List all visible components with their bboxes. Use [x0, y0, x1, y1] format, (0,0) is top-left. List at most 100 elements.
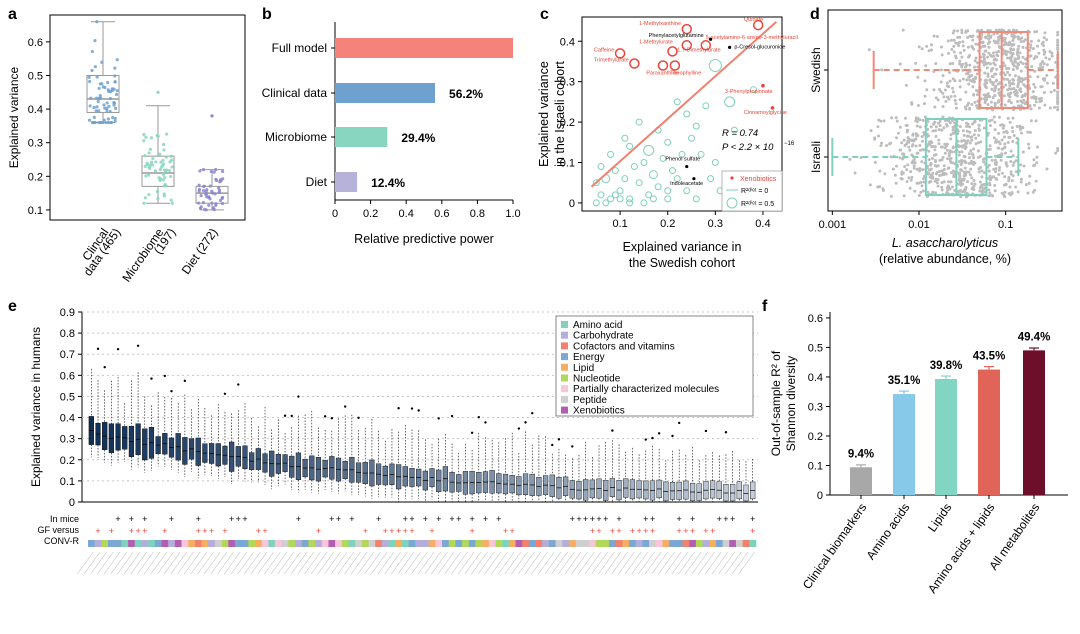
- p-value-exponent: −16: [784, 141, 795, 147]
- xenobiotic-point: [681, 23, 693, 35]
- data-point: [101, 120, 105, 125]
- category-strip-cell: [214, 540, 222, 547]
- panel-e-boxplots: 0 0.1 0.2 0.3 0.4 0.5 0.6 0.7 0.8 0.9 Explained va…: [29, 307, 758, 575]
- data-point: [161, 142, 166, 147]
- data-point: [920, 184, 924, 188]
- data-point: [88, 79, 92, 84]
- data-point: [95, 75, 99, 79]
- legend-swatch: [561, 321, 568, 328]
- data-point: [982, 59, 986, 63]
- category-strip-cell: [675, 540, 683, 547]
- category-strip-cell: [108, 540, 116, 547]
- bar: [335, 172, 358, 192]
- data-point: [880, 141, 884, 145]
- data-point: [1012, 78, 1016, 82]
- y-tick-label: 0.3: [808, 401, 823, 413]
- data-point: [904, 116, 908, 120]
- scatter-point: [683, 187, 691, 195]
- data-point: [155, 133, 159, 138]
- data-point: [217, 188, 222, 192]
- data-point: [903, 143, 907, 147]
- data-point: [142, 139, 146, 143]
- data-point: [974, 142, 978, 146]
- scatter-point: [648, 170, 658, 180]
- data-point: [1010, 54, 1014, 58]
- x-axis-label: (relative abundance, %): [879, 252, 1011, 266]
- metabolite-name-label: [631, 551, 648, 575]
- bar-value-label: 56.2%: [449, 87, 483, 101]
- metabolite-name-label: [451, 551, 468, 575]
- panel-label-b: b: [262, 6, 272, 23]
- data-point: [1041, 77, 1045, 81]
- mice-marker: +: [316, 526, 321, 536]
- data-point: [1002, 193, 1006, 197]
- data-point: [1056, 40, 1060, 44]
- scatter-point: [654, 183, 662, 191]
- outlier-point: [103, 365, 106, 369]
- data-point: [1009, 160, 1013, 164]
- data-point: [985, 66, 989, 70]
- scatter-point: [592, 199, 600, 207]
- data-point: [1045, 63, 1049, 67]
- legend-label: Partially characterized molecules: [573, 384, 719, 395]
- data-point: [939, 80, 943, 84]
- data-point: [957, 172, 961, 176]
- bar: [935, 379, 957, 495]
- outlier-point: [551, 443, 554, 447]
- data-point: [149, 160, 154, 164]
- category-strip-cell: [749, 540, 757, 547]
- category-strip-cell: [582, 540, 590, 547]
- data-point: [1019, 177, 1023, 181]
- data-point: [987, 194, 991, 198]
- data-point: [1056, 30, 1060, 34]
- mice-marker: +: [576, 514, 581, 524]
- data-point: [931, 171, 935, 175]
- outlier-point: [283, 414, 287, 417]
- metabolite-name-label: [270, 551, 288, 575]
- data-point: [936, 164, 940, 168]
- data-point: [907, 145, 911, 149]
- category-strip-cell: [128, 540, 136, 547]
- data-point: [960, 31, 964, 35]
- category-strip-cell: [375, 540, 383, 547]
- data-point: [970, 102, 974, 106]
- data-point: [1009, 193, 1013, 197]
- data-point: [1034, 119, 1038, 123]
- xenobiotic-point: [700, 40, 712, 51]
- data-point: [943, 88, 947, 92]
- data-point: [1016, 50, 1020, 54]
- category-strip-cell: [609, 540, 617, 547]
- data-point: [962, 133, 966, 137]
- data-point: [902, 194, 906, 198]
- scatter-point: [707, 175, 715, 183]
- metabolite-name-label: [571, 551, 588, 575]
- outlier-point: [450, 414, 454, 418]
- y-axis-label: Explained variance: [537, 61, 551, 167]
- data-point: [960, 65, 964, 69]
- data-point: [943, 151, 947, 155]
- data-point: [972, 178, 976, 182]
- mice-marker: +: [690, 526, 695, 536]
- y-category-label: Microbiome: [265, 130, 327, 144]
- category-strip-cell: [655, 540, 663, 547]
- mice-marker: +: [590, 514, 595, 524]
- data-point: [969, 161, 973, 165]
- mice-marker: +: [229, 514, 234, 524]
- data-point: [937, 128, 941, 132]
- mice-marker: +: [169, 514, 174, 524]
- data-point: [898, 125, 902, 129]
- data-point: [1056, 108, 1060, 112]
- legend-label: Carbohydrate: [573, 331, 634, 342]
- data-point: [1011, 39, 1015, 43]
- metabolite-name-label: [377, 551, 395, 575]
- data-point: [1009, 101, 1013, 105]
- metabolite-name-label: [491, 551, 508, 575]
- category-strip-cell: [468, 540, 476, 547]
- metabolite-name-label: [404, 551, 421, 575]
- data-point: [951, 62, 955, 66]
- scatter-point: [683, 110, 691, 118]
- data-point: [912, 164, 916, 168]
- data-point: [958, 59, 962, 63]
- data-point: [1018, 51, 1022, 55]
- data-point: [890, 116, 894, 120]
